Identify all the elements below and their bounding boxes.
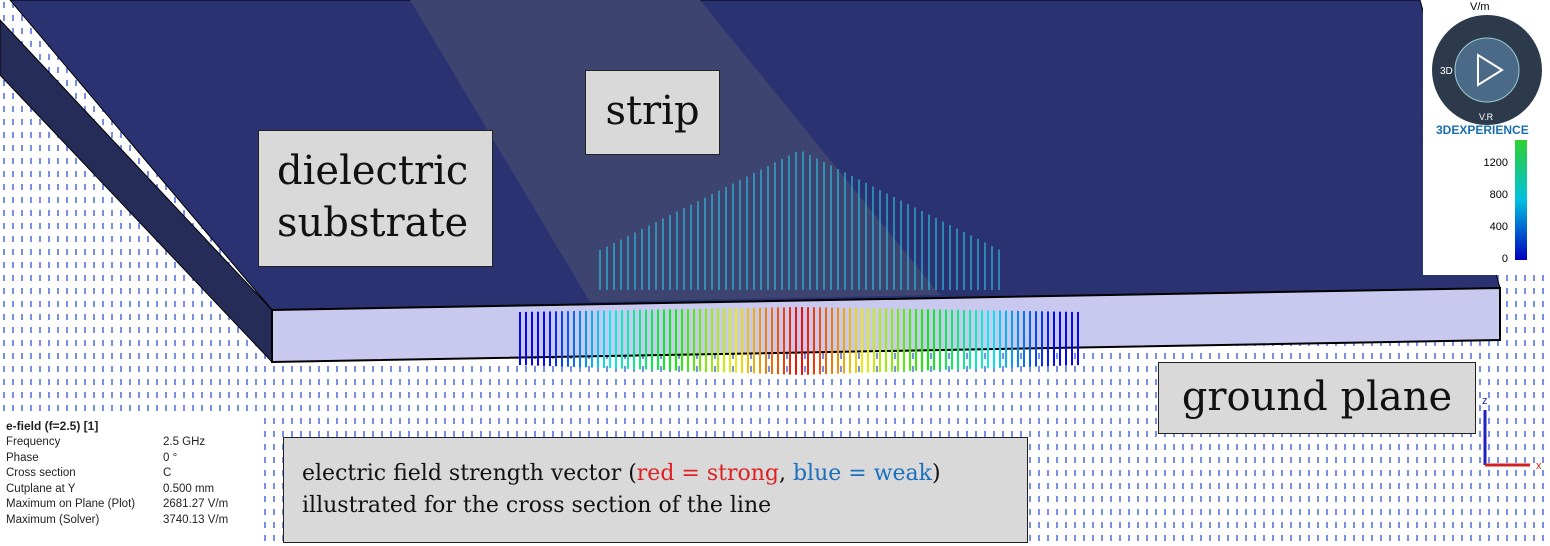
strip-label: strip	[585, 70, 720, 155]
brand: 3DEXPERIENCE	[1436, 123, 1529, 137]
info-value: C	[163, 467, 171, 483]
colorbar-tick: 0	[1502, 253, 1508, 265]
info-title: e-field (f=2.5) [1]	[6, 419, 256, 433]
caption-text: electric field strength vector (	[302, 461, 637, 486]
caption-text: )	[932, 461, 941, 486]
colorbar-tick: 400	[1490, 221, 1508, 233]
colorbar-unit: V/m	[1470, 1, 1490, 13]
compass-label: V.R	[1479, 112, 1494, 122]
caption: electric field strength vector (red = st…	[283, 437, 1028, 543]
info-value: 0 °	[163, 452, 177, 468]
info-key: Maximum on Plane (Plot)	[6, 498, 163, 514]
colorbar-tick: 1200	[1484, 157, 1508, 169]
info-row: Maximum on Plane (Plot)2681.27 V/m	[6, 498, 256, 514]
info-key: Frequency	[6, 436, 163, 452]
label-line: substrate	[277, 197, 492, 249]
caption-line: illustrated for the cross section of the…	[302, 490, 1027, 522]
info-value: 2681.27 V/m	[163, 498, 228, 514]
info-value: 2.5 GHz	[163, 436, 205, 452]
info-key: Phase	[6, 452, 163, 468]
axis-label: x	[1536, 460, 1542, 472]
info-key: Cutplane at Y	[6, 483, 163, 499]
compass-center[interactable]	[1455, 38, 1519, 102]
info-value: 3740.13 V/m	[163, 514, 228, 530]
axis-label: z	[1482, 395, 1488, 407]
ground-label: ground plane	[1158, 362, 1476, 434]
info-value: 0.500 mm	[163, 483, 214, 499]
caption-line: electric field strength vector (red = st…	[302, 458, 1027, 490]
caption-red: red = strong	[637, 461, 779, 486]
caption-text: ,	[779, 461, 793, 486]
colorbar-tick: 800	[1490, 189, 1508, 201]
compass-label: 3D	[1440, 66, 1453, 77]
info-key: Cross section	[6, 467, 163, 483]
info-key: Maximum (Solver)	[6, 514, 163, 530]
info-row: Maximum (Solver)3740.13 V/m	[6, 514, 256, 530]
colorbar	[1515, 140, 1527, 260]
caption-blue: blue = weak	[793, 461, 932, 486]
screenshot: z x V/m 3D V.R 3DEXPERIENCE 1200 800 400 0 …	[0, 0, 1550, 546]
label-line: dielectric	[277, 145, 492, 197]
